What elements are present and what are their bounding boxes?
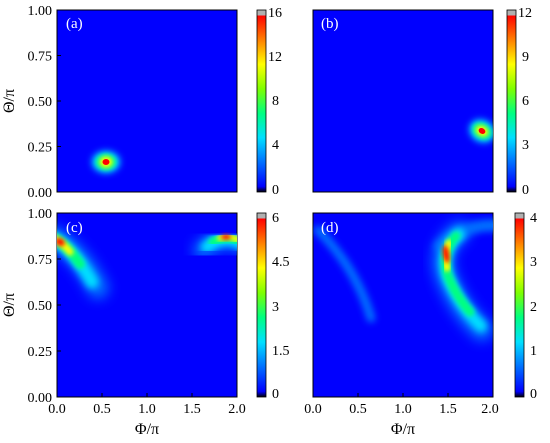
- panel-a-peak-red: [102, 159, 110, 165]
- panel-b-colorbar: 0 3 6 9 12: [506, 6, 532, 198]
- panel-a-ytick-0: 0.00: [28, 186, 53, 201]
- panel-d-peak-red: [442, 245, 450, 263]
- panel-d-cbar-tick-4: 4: [530, 211, 537, 226]
- panel-a-cbar-tick-3: 12: [268, 50, 282, 65]
- panel-a-ytick-2: 0.50: [28, 95, 53, 110]
- panel-a-colorbar-bar: [256, 9, 267, 193]
- panel-c-ytick-1: 0.25: [28, 345, 53, 360]
- panel-d-colorbar-bar: [514, 212, 525, 398]
- panel-c-ytick-3: 0.75: [28, 253, 53, 268]
- panel-d: (d) 0.0 0.5 1.0 1.5 2.0 Φ/π 0 1 2 3 4: [304, 211, 537, 438]
- panel-b-peak-red: [478, 128, 486, 134]
- panel-a-ylabel: Θ/π: [1, 89, 18, 113]
- panel-b-label: (b): [321, 16, 339, 32]
- panel-b: (b) 0 3 6 9 12: [312, 6, 532, 198]
- panel-c-colorbar-bar: [256, 212, 267, 398]
- panel-d-xtick-0: 0.0: [304, 402, 322, 417]
- panel-d-streak-left: [313, 225, 376, 323]
- panel-d-label: (d): [321, 220, 339, 236]
- panel-a-cbar-tick-4: 16: [268, 6, 282, 21]
- panel-c-xtick-4: 2.0: [228, 402, 246, 417]
- panel-a-ytick-4: 1.00: [28, 4, 53, 19]
- panel-c-cbar-tick-1: 1.5: [272, 344, 290, 359]
- panel-b-plot-area: [312, 9, 494, 193]
- panel-a-y-ticks: 0.00 0.25 0.50 0.75 1.00: [28, 4, 61, 201]
- panel-b-colorbar-bar: [506, 9, 517, 193]
- panel-d-cbar-tick-2: 2: [530, 300, 537, 315]
- panel-b-cbar-tick-2: 6: [522, 94, 529, 109]
- panel-a-cbar-tick-0: 0: [272, 183, 279, 198]
- panel-c-cbar-tick-3: 4.5: [272, 255, 290, 270]
- panel-c-ytick-0: 0.00: [28, 391, 53, 406]
- panel-c-y-ticks: 0.00 0.25 0.50 0.75 1.00: [28, 207, 61, 406]
- panel-d-cbar-tick-0: 0: [530, 387, 537, 402]
- panel-c-xtick-2: 1.0: [138, 402, 156, 417]
- panel-d-xtick-3: 1.5: [439, 402, 457, 417]
- panel-b-heat: [469, 119, 493, 143]
- panel-c-xlabel: Φ/π: [135, 421, 159, 438]
- panel-d-xtick-2: 1.0: [394, 402, 412, 417]
- panel-c: (c) 0.00 0.25 0.50 0.75 1.00 0.0 0.5 1.0…: [1, 207, 290, 438]
- panel-c-peak-left-red: [57, 238, 65, 246]
- panel-c-x-ticks: 0.0 0.5 1.0 1.5 2.0: [48, 393, 246, 417]
- panel-c-label: (c): [66, 220, 83, 236]
- panel-a-cbar-tick-1: 4: [272, 138, 279, 153]
- panel-b-cbar-tick-1: 3: [522, 138, 529, 153]
- panel-c-cbar-tick-2: 3: [272, 300, 279, 315]
- panel-b-cbar-tick-4: 12: [518, 6, 532, 21]
- panel-a-ytick-1: 0.25: [28, 141, 53, 156]
- panel-a-heat: [92, 151, 120, 173]
- panel-c-cbar-tick-4: 6: [272, 211, 279, 226]
- panel-d-heat: [313, 219, 493, 341]
- panel-a-colorbar: 0 4 8 12 16: [256, 6, 282, 198]
- panel-c-cbar-tick-0: 0: [272, 387, 279, 402]
- panel-c-xtick-1: 0.5: [93, 402, 111, 417]
- panel-c-xtick-3: 1.5: [183, 402, 201, 417]
- panel-c-peak-right-red: [221, 234, 231, 240]
- panel-a-label: (a): [66, 16, 83, 32]
- panel-b-cbar-tick-3: 9: [522, 50, 529, 65]
- panel-c-ylabel: Θ/π: [1, 293, 18, 317]
- panel-c-ytick-2: 0.50: [28, 299, 53, 314]
- panel-d-xlabel: Φ/π: [391, 421, 415, 438]
- panel-d-xtick-4: 2.0: [481, 402, 499, 417]
- panel-a-plot-area: [56, 9, 238, 193]
- panel-d-cbar-tick-3: 3: [530, 255, 537, 270]
- panel-c-xtick-0: 0.0: [48, 402, 66, 417]
- panel-d-x-ticks: 0.0 0.5 1.0 1.5 2.0: [304, 393, 499, 417]
- panel-c-ytick-4: 1.00: [28, 207, 53, 222]
- panel-c-colorbar: 0 1.5 3 4.5 6: [256, 211, 290, 402]
- panel-c-heat: [57, 227, 237, 299]
- panel-d-xtick-1: 0.5: [349, 402, 367, 417]
- panel-a-ytick-3: 0.75: [28, 50, 53, 65]
- panel-b-cbar-tick-0: 0: [522, 183, 529, 198]
- panel-a: (a) 0.00 0.25 0.50 0.75 1.00 Θ/π 0 4 8 1…: [1, 4, 282, 201]
- panel-d-cbar-tick-1: 1: [530, 344, 537, 359]
- panel-a-cbar-tick-2: 8: [272, 94, 279, 109]
- panel-d-colorbar: 0 1 2 3 4: [514, 211, 537, 402]
